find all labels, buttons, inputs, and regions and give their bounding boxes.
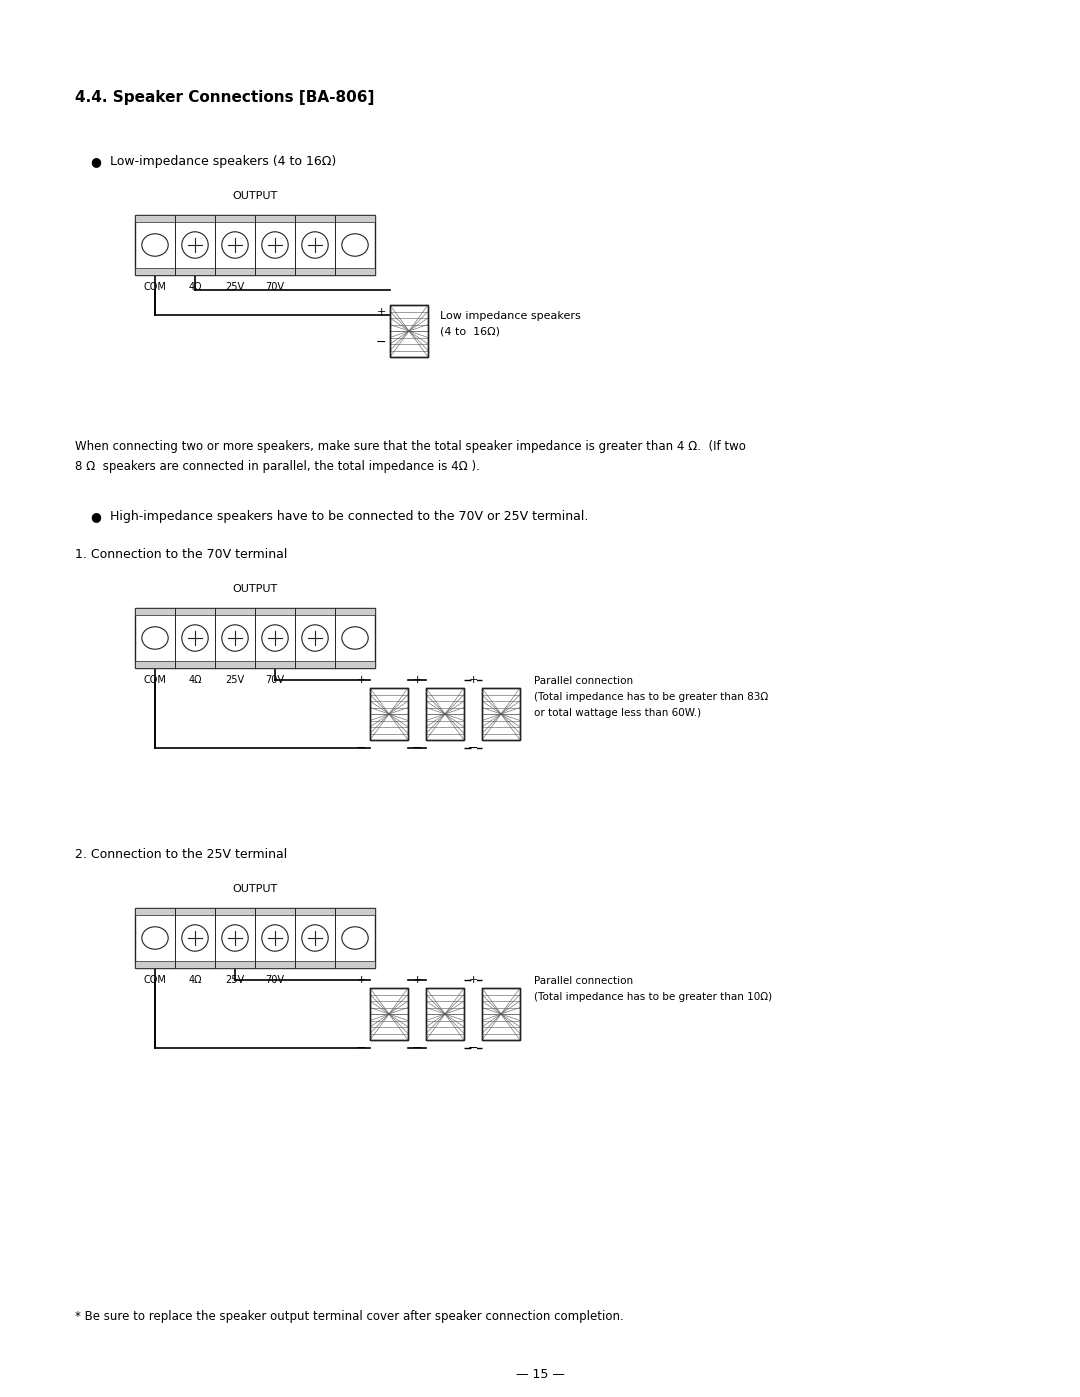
Text: (4 to  16Ω): (4 to 16Ω)	[440, 327, 500, 337]
Bar	[482, 988, 519, 1039]
Text: (Total impedance has to be greater than 83Ω: (Total impedance has to be greater than …	[534, 692, 768, 703]
Bar	[135, 268, 375, 275]
Bar	[135, 961, 375, 968]
Text: 2. Connection to the 25V terminal: 2. Connection to the 25V terminal	[75, 848, 287, 861]
Text: +: +	[469, 975, 478, 985]
Text: Low-impedance speakers (4 to 16Ω): Low-impedance speakers (4 to 16Ω)	[110, 155, 336, 168]
Bar	[370, 687, 408, 740]
Bar	[135, 908, 375, 968]
Text: * Be sure to replace the speaker output terminal cover after speaker connection : * Be sure to replace the speaker output …	[75, 1310, 624, 1323]
Text: 8 Ω  speakers are connected in parallel, the total impedance is 4Ω ).: 8 Ω speakers are connected in parallel, …	[75, 460, 480, 474]
Text: ●: ●	[90, 155, 100, 168]
Bar	[135, 608, 375, 615]
Text: −: −	[355, 1042, 366, 1055]
Text: COM: COM	[144, 975, 166, 985]
Text: — 15 —: — 15 —	[515, 1368, 565, 1382]
Bar	[390, 305, 428, 358]
Text: +: +	[356, 675, 366, 685]
Text: −: −	[355, 742, 366, 754]
Text: OUTPUT: OUTPUT	[232, 584, 278, 594]
Text: 70V: 70V	[266, 975, 284, 985]
Bar	[370, 988, 408, 1039]
Text: 4Ω: 4Ω	[188, 282, 202, 292]
Text: +: +	[377, 307, 386, 317]
Text: 25V: 25V	[226, 975, 244, 985]
Bar	[370, 988, 408, 1039]
Text: 1. Connection to the 70V terminal: 1. Connection to the 70V terminal	[75, 548, 287, 562]
Text: When connecting two or more speakers, make sure that the total speaker impedance: When connecting two or more speakers, ma…	[75, 440, 746, 453]
Text: 70V: 70V	[266, 282, 284, 292]
Bar	[370, 687, 408, 740]
Bar	[135, 215, 375, 222]
Text: Parallel connection: Parallel connection	[534, 977, 633, 986]
Bar	[482, 687, 519, 740]
Text: ●: ●	[90, 510, 100, 522]
Text: +: +	[469, 675, 478, 685]
Bar	[135, 215, 375, 275]
Text: Parallel connection: Parallel connection	[534, 676, 633, 686]
Bar	[390, 305, 428, 358]
Text: +: +	[413, 675, 422, 685]
Text: OUTPUT: OUTPUT	[232, 191, 278, 201]
Text: (Total impedance has to be greater than 10Ω): (Total impedance has to be greater than …	[534, 992, 772, 1002]
Bar	[135, 661, 375, 668]
Text: COM: COM	[144, 675, 166, 685]
Text: OUTPUT: OUTPUT	[232, 884, 278, 894]
Bar	[426, 988, 464, 1039]
Text: 70V: 70V	[266, 675, 284, 685]
Bar	[482, 988, 519, 1039]
Text: +: +	[356, 975, 366, 985]
Text: or total wattage less than 60W.): or total wattage less than 60W.)	[534, 708, 701, 718]
Text: 25V: 25V	[226, 675, 244, 685]
Text: 25V: 25V	[226, 282, 244, 292]
Text: 4.4. Speaker Connections [BA-806]: 4.4. Speaker Connections [BA-806]	[75, 89, 375, 105]
Text: High-impedance speakers have to be connected to the 70V or 25V terminal.: High-impedance speakers have to be conne…	[110, 510, 589, 522]
Text: Low impedance speakers: Low impedance speakers	[440, 312, 581, 321]
Bar	[426, 687, 464, 740]
Bar	[135, 608, 375, 668]
Text: −: −	[411, 1042, 422, 1055]
Text: −: −	[376, 337, 386, 349]
Text: −: −	[468, 742, 478, 754]
Text: 4Ω: 4Ω	[188, 975, 202, 985]
Bar	[482, 687, 519, 740]
Text: COM: COM	[144, 282, 166, 292]
Text: −: −	[468, 1042, 478, 1055]
Bar	[426, 988, 464, 1039]
Text: +: +	[413, 975, 422, 985]
Text: 4Ω: 4Ω	[188, 675, 202, 685]
Bar	[135, 908, 375, 915]
Text: −: −	[411, 742, 422, 754]
Bar	[426, 687, 464, 740]
